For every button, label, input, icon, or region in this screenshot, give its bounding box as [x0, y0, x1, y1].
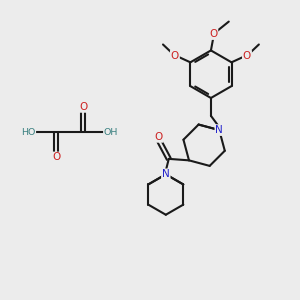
Text: N: N: [215, 125, 223, 135]
Text: N: N: [162, 169, 170, 179]
Text: O: O: [79, 102, 87, 112]
Text: O: O: [209, 29, 218, 39]
Text: O: O: [171, 51, 179, 61]
Text: HO: HO: [21, 128, 35, 137]
Text: O: O: [243, 51, 251, 61]
Text: O: O: [52, 152, 61, 162]
Text: OH: OH: [104, 128, 118, 137]
Text: O: O: [154, 132, 163, 142]
